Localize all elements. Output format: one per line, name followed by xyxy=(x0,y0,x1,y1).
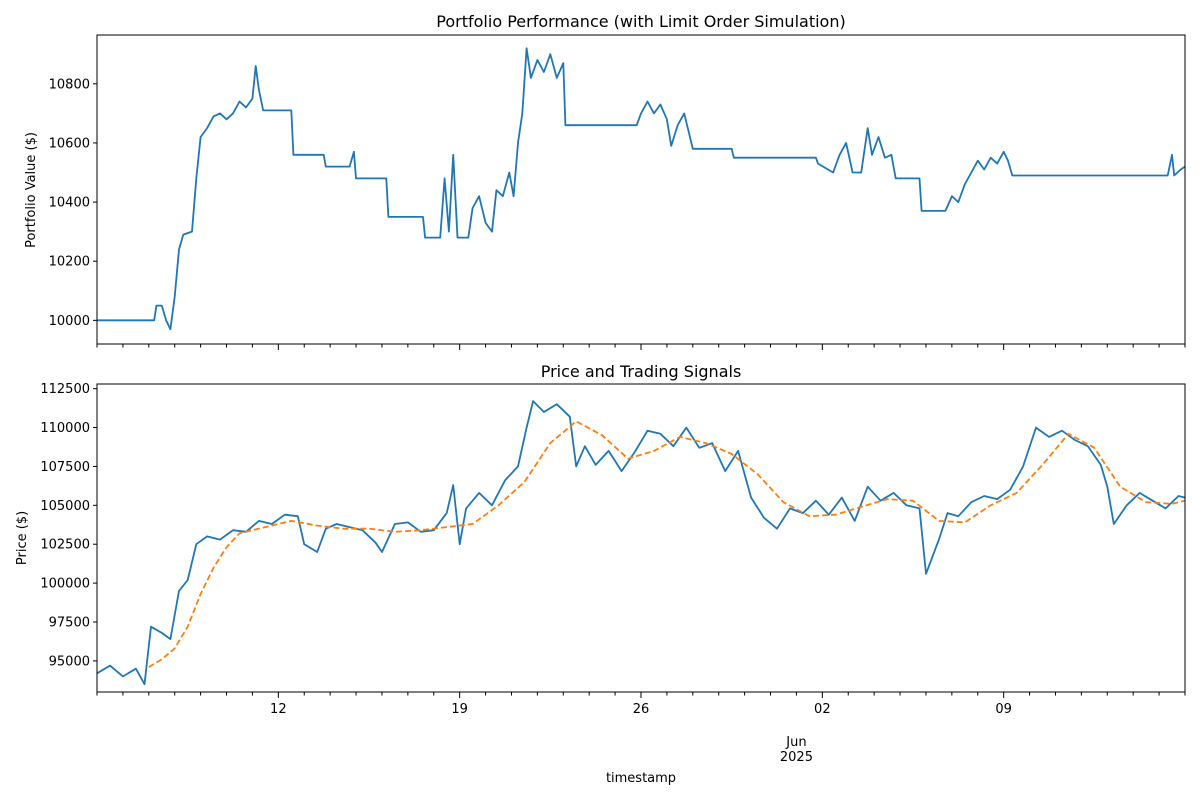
y-tick-label: 102500 xyxy=(40,538,90,553)
price-y-ticks: 95000 97500 100000 102500 105000 107500 110000… xyxy=(40,382,97,669)
x-tick-label: 19 xyxy=(451,702,468,717)
y-tick-label: 10400 xyxy=(49,196,90,211)
price-y-axis-label: Price ($) xyxy=(15,511,30,565)
price-plot-frame xyxy=(96,383,1186,693)
y-tick-label: 10000 xyxy=(49,314,90,329)
y-tick-label: 95000 xyxy=(49,654,90,669)
price-series-group xyxy=(96,400,1186,686)
y-tick-label: 107500 xyxy=(40,460,90,475)
y-tick-label: 100000 xyxy=(40,577,90,592)
x-month-label: Jun xyxy=(785,735,806,750)
y-tick-label: 110000 xyxy=(40,421,90,436)
portfolio-x-ticks xyxy=(96,344,1186,350)
x-month-label: 2025 xyxy=(780,750,813,765)
x-tick-label: 12 xyxy=(270,702,287,717)
x-tick-label: 26 xyxy=(633,702,650,717)
x-tick-label: 09 xyxy=(995,702,1012,717)
portfolio-plot-frame xyxy=(96,34,1186,345)
y-tick-label: 97500 xyxy=(49,616,90,631)
x-tick-label: 02 xyxy=(814,702,831,717)
portfolio-y-axis-label: Portfolio Value ($) xyxy=(24,132,39,248)
price-chart-title: Price and Trading Signals xyxy=(541,362,742,381)
series-line-1 xyxy=(97,47,1186,331)
y-tick-label: 112500 xyxy=(40,382,90,397)
series-line-2 xyxy=(148,420,1186,668)
y-tick-label: 10200 xyxy=(49,255,90,270)
portfolio-y-ticks: 10000 10200 10400 10600 10800 xyxy=(49,77,97,329)
x-axis-label: timestamp xyxy=(606,771,676,786)
y-tick-label: 10600 xyxy=(49,136,90,151)
y-tick-label: 10800 xyxy=(49,77,90,92)
y-tick-label: 105000 xyxy=(40,499,90,514)
series-line-1 xyxy=(96,400,1186,686)
portfolio-panel: Portfolio Performance (with Limit Order … xyxy=(24,12,1186,350)
portfolio-chart-title: Portfolio Performance (with Limit Order … xyxy=(436,12,845,31)
portfolio-series-group xyxy=(97,47,1186,331)
price-panel: Price and Trading Signals Price ($) 9500… xyxy=(15,362,1186,786)
